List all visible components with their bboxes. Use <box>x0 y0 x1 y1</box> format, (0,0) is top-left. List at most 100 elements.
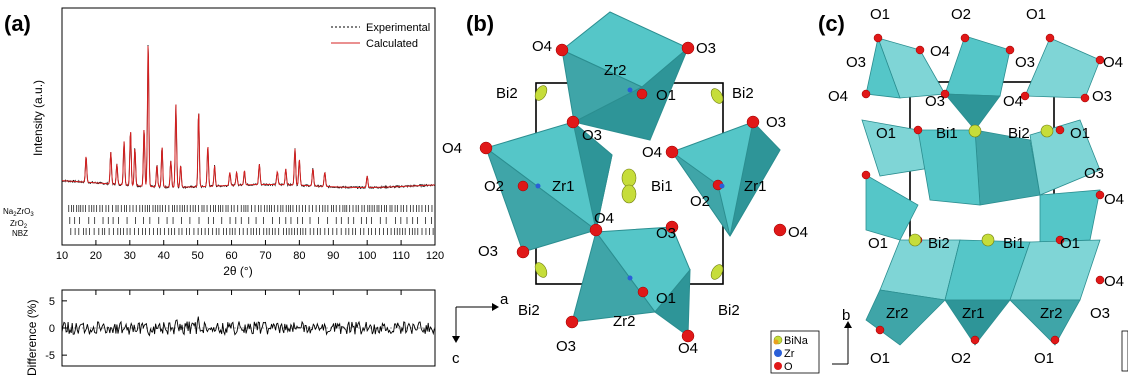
atom-label-b: Bi2 <box>518 302 540 319</box>
x-tick-label: 50 <box>192 250 204 262</box>
x-tick-label: 90 <box>327 250 339 262</box>
bi-atoms-b <box>534 85 724 280</box>
atom-labels-b: O4 Zr2 O3 Bi2 O1 Bi2 O3 O4 O3 O4 Zr1 Bi1… <box>442 38 808 357</box>
atom-label-c: O3 <box>846 54 866 71</box>
atom-label-c: Bi1 <box>936 125 958 142</box>
atom-label-c: O3 <box>925 93 945 110</box>
atom-label-c: Bi1 <box>1003 235 1025 252</box>
atom-legend: BiNa Zr O <box>770 330 820 374</box>
x-tick-label: 70 <box>259 250 271 262</box>
atom-label-c: O4 <box>1104 191 1124 208</box>
atom-label-b: O4 <box>788 224 808 241</box>
atom-label-c: Zr1 <box>962 305 985 322</box>
phase-label-nbz: NBZ <box>12 229 28 238</box>
atom-label-c: O2 <box>951 6 971 23</box>
atom-label-b: O1 <box>656 87 676 104</box>
atom-label-b: O3 <box>696 40 716 57</box>
atom-label-b: Zr2 <box>613 313 636 330</box>
atom-label-c: O1 <box>870 350 890 367</box>
difference-ylabel: Difference (%) <box>25 300 39 376</box>
x-tick-label: 40 <box>158 250 170 262</box>
atom-label-c: O3 <box>1092 88 1112 105</box>
axes-indicator-c: b <box>832 307 852 365</box>
difference-curve <box>61 316 435 337</box>
atom-label-b: Zr1 <box>552 178 575 195</box>
x-tick-label: 60 <box>225 250 237 262</box>
x-tick-label: 80 <box>293 250 305 262</box>
diff-y-tick-label: 5 <box>49 296 55 308</box>
octahedron-zr1-left <box>484 120 613 253</box>
atom-label-c: O1 <box>868 235 888 252</box>
atom-label-c: O1 <box>1034 350 1054 367</box>
atom-label-b: O4 <box>594 210 614 227</box>
atom-label-b: O4 <box>532 38 552 55</box>
x-tick-label: 100 <box>358 250 376 262</box>
atom-label-b: O3 <box>656 225 676 242</box>
atom-label-c: O1 <box>876 125 896 142</box>
atom-label-c: O3 <box>1015 54 1035 71</box>
panel-b-label: (b) <box>466 11 494 36</box>
legend-bina-swatch-2 <box>773 339 779 345</box>
octahedron-zr2-top <box>561 11 689 141</box>
atom-label-b: O4 <box>678 340 698 357</box>
zr-atoms-b <box>535 87 725 281</box>
atom-label-b: O1 <box>656 290 676 307</box>
atom-label-c: Bi2 <box>1008 125 1030 142</box>
atom-label-c: O4 <box>1104 273 1124 290</box>
atom-label-c: Zr2 <box>886 305 909 322</box>
phase-label-na2zro3: Na2ZrO3 <box>3 207 34 218</box>
x-tick-label: 20 <box>90 250 102 262</box>
atom-label-c: O4 <box>1003 93 1023 110</box>
legend-o-swatch <box>774 362 782 370</box>
difference-y-ticks: 5 0 -5 <box>45 296 67 362</box>
legend-zr-label: Zr <box>784 348 795 360</box>
atom-label-b: O3 <box>556 338 576 355</box>
atom-label-c: O4 <box>930 43 950 60</box>
atom-label-c: O1 <box>1070 125 1090 142</box>
octahedron-zr1-right <box>671 120 781 237</box>
x-tick-label: 30 <box>124 250 136 262</box>
atom-label-c: O3 <box>1084 165 1104 182</box>
atom-label-b: O4 <box>442 140 462 157</box>
atom-labels-c: O1 O2 O1 O3 O4 O3 O4 O4 O3 O4 O3 O1 Bi1 … <box>828 6 1124 367</box>
oxygen-atoms-b <box>479 41 787 343</box>
phase-label-zro2: ZrO2 <box>10 219 28 230</box>
axis-a-label: a <box>500 291 509 308</box>
legend-o-label: O <box>784 361 793 373</box>
atom-label-c: O1 <box>1060 235 1080 252</box>
atom-label-b: O4 <box>642 144 662 161</box>
atom-label-c: Bi2 <box>928 235 950 252</box>
atom-label-b: O3 <box>582 127 602 144</box>
calculated-pattern <box>62 45 435 188</box>
atom-label-c: O1 <box>1026 6 1046 23</box>
atom-label-c: O4 <box>828 88 848 105</box>
axis-c-label: c <box>452 350 460 367</box>
main-plot-frame <box>61 7 436 246</box>
atom-label-b: Zr2 <box>604 62 627 79</box>
atom-label-b: Bi1 <box>651 178 673 195</box>
atom-label-b: Bi2 <box>732 85 754 102</box>
atom-label-b: Bi2 <box>718 302 740 319</box>
legend-bina-label: BiNa <box>784 335 809 347</box>
bi-atoms-c <box>908 124 1054 247</box>
atom-label-b: O3 <box>766 114 786 131</box>
atom-label-b: Zr1 <box>744 178 767 195</box>
atom-label-b: O2 <box>690 193 710 210</box>
atom-label-c: Zr2 <box>1040 305 1063 322</box>
atom-label-c: O2 <box>951 350 971 367</box>
atom-label-c: O3 <box>1090 305 1110 322</box>
main-plot-xlabel: 2θ (°) <box>223 264 252 278</box>
x-tick-label: 120 <box>426 250 444 262</box>
diff-y-tick-label: 0 <box>49 323 55 335</box>
atom-label-c: O1 <box>870 6 890 23</box>
atom-label-b: Bi2 <box>496 85 518 102</box>
octahedra-c <box>861 35 1101 346</box>
legend-experimental-label: Experimental <box>366 22 430 34</box>
x-axis-ticks: 10 20 30 40 50 60 70 80 90 100 110 120 <box>56 240 444 295</box>
panel-c-label: (c) <box>818 11 845 36</box>
axis-b-label: b <box>842 307 850 324</box>
panel-a-label: (a) <box>4 11 31 36</box>
experimental-pattern <box>61 44 435 190</box>
axes-indicator-b: a c <box>452 291 509 367</box>
